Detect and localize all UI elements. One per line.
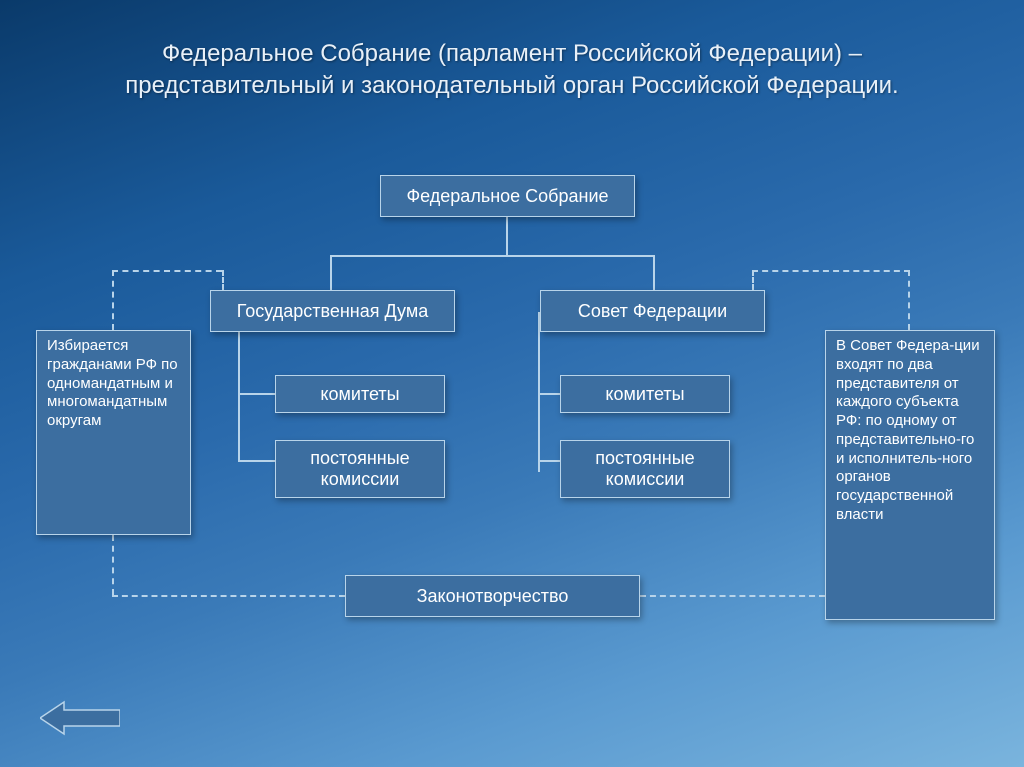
connector [238,332,240,462]
node-root: Федеральное Собрание [380,175,635,217]
connector [538,393,560,395]
slide-canvas: Федеральное Собрание (парламент Российск… [0,0,1024,767]
connector [506,217,508,255]
slide-title: Федеральное Собрание (парламент Российск… [0,38,1024,103]
node-sovfed: Совет Федерации [540,290,765,332]
connector [330,255,655,257]
connector [238,460,275,462]
connector [238,393,275,395]
dashed-connector [908,270,910,330]
connector [538,312,540,472]
node-sovfed-commissions: постоянные комиссии [560,440,730,498]
node-lawmaking: Законотворчество [345,575,640,617]
dashed-connector [112,595,345,597]
dashed-connector [222,270,224,290]
connector [330,255,332,290]
dashed-connector [112,270,222,272]
connector [538,460,560,462]
node-duma-committees: комитеты [275,375,445,413]
node-duma: Государственная Дума [210,290,455,332]
node-sovfed-committees: комитеты [560,375,730,413]
dashed-connector [752,270,754,290]
connector [653,255,655,290]
dashed-connector [752,270,910,272]
dashed-connector [640,595,825,597]
node-duma-commissions: постоянные комиссии [275,440,445,498]
node-sovfed-note: В Совет Федера-ции входят по два предста… [825,330,995,620]
node-duma-note: Избирается гражданами РФ по одномандатны… [36,330,191,535]
back-arrow-button[interactable] [40,699,120,737]
dashed-connector [112,270,114,330]
dashed-connector [112,535,114,595]
